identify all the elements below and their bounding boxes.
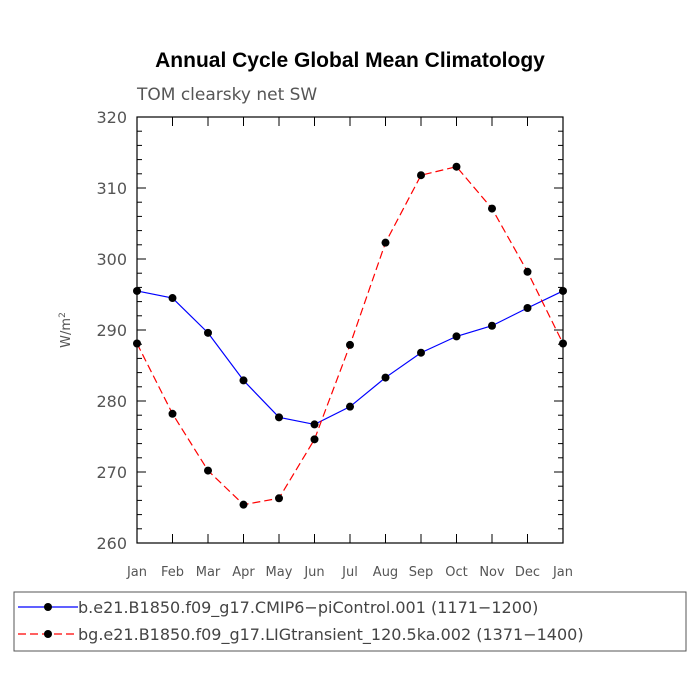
y-tick-label: 300: [96, 250, 127, 269]
x-tick-label: Mar: [196, 565, 221, 580]
legend-marker-2: [44, 630, 52, 638]
chart-title: Annual Cycle Global Mean Climatology: [155, 49, 545, 72]
series-2-point: [133, 339, 141, 348]
series-1-point: [559, 286, 567, 295]
series-2-point: [417, 171, 425, 180]
y-tick-label: 270: [96, 463, 127, 482]
y-axis-label-superscript: 2: [58, 312, 68, 318]
x-tick-label: Oct: [445, 565, 467, 580]
series-layer: [133, 162, 567, 509]
series-2-point: [488, 204, 496, 213]
y-tick-label: 260: [96, 534, 127, 553]
series-1-point: [417, 348, 425, 357]
x-tick-label: Feb: [161, 565, 184, 580]
x-tick-label: Jun: [303, 565, 324, 580]
series-1-point: [381, 373, 390, 382]
x-tick-label: Apr: [232, 565, 255, 580]
series-2-point: [239, 500, 248, 509]
series-2-point: [452, 162, 461, 171]
y-axis-label-base: W/m: [59, 318, 74, 348]
series-2-point: [275, 494, 283, 503]
legend-marker-1: [44, 603, 52, 611]
y-axis-label: W/m2: [58, 312, 74, 348]
x-tick-label: Jan: [552, 565, 573, 580]
series-1-point: [168, 294, 177, 303]
plot-frame: [136, 116, 564, 544]
series-2-point: [381, 238, 390, 247]
y-tick-label: 290: [96, 321, 127, 340]
series-1-point: [523, 303, 532, 312]
series-1-point: [133, 286, 141, 295]
series-2-point: [310, 435, 319, 444]
x-tick-label: Aug: [373, 565, 398, 580]
x-tick-label: Jan: [126, 565, 147, 580]
plot-axes: 260 270 280 290 300 310 320 Jan Feb Mar Apr May Jun J…: [96, 108, 573, 580]
chart-subtitle: TOM clearsky net SW: [136, 85, 317, 105]
y-tick-label: 280: [96, 392, 127, 411]
series-1-point: [452, 332, 461, 341]
x-tick-label: Jul: [341, 565, 358, 580]
series-1-point: [488, 321, 496, 330]
legend-box: [13, 591, 687, 652]
series-2-point: [559, 339, 567, 348]
series-2-point: [523, 267, 532, 276]
x-tick-label: Dec: [515, 565, 540, 580]
legend-label-1: b.e21.B1850.f09_g17.CMIP6−piControl.001 …: [78, 598, 538, 618]
series-1-point: [275, 413, 283, 422]
legend-label-2: bg.e21.B1850.f09_g17.LIGtransient_120.5k…: [78, 625, 584, 645]
series-1-point: [346, 402, 354, 411]
series-1-point: [310, 420, 319, 429]
series-1-point: [239, 376, 248, 385]
x-tick-label: Nov: [479, 565, 505, 580]
series-2-point: [168, 409, 177, 418]
y-tick-label: 320: [96, 108, 127, 127]
y-tick-label: 310: [96, 179, 127, 198]
series-2-point: [346, 340, 354, 349]
x-tick-label: May: [266, 565, 293, 580]
series-2-point: [204, 466, 212, 475]
series-line-2: [136, 166, 564, 506]
series-1-point: [204, 328, 212, 337]
x-tick-label: Sep: [409, 565, 434, 580]
legend: b.e21.B1850.f09_g17.CMIP6−piControl.001 …: [13, 591, 687, 652]
